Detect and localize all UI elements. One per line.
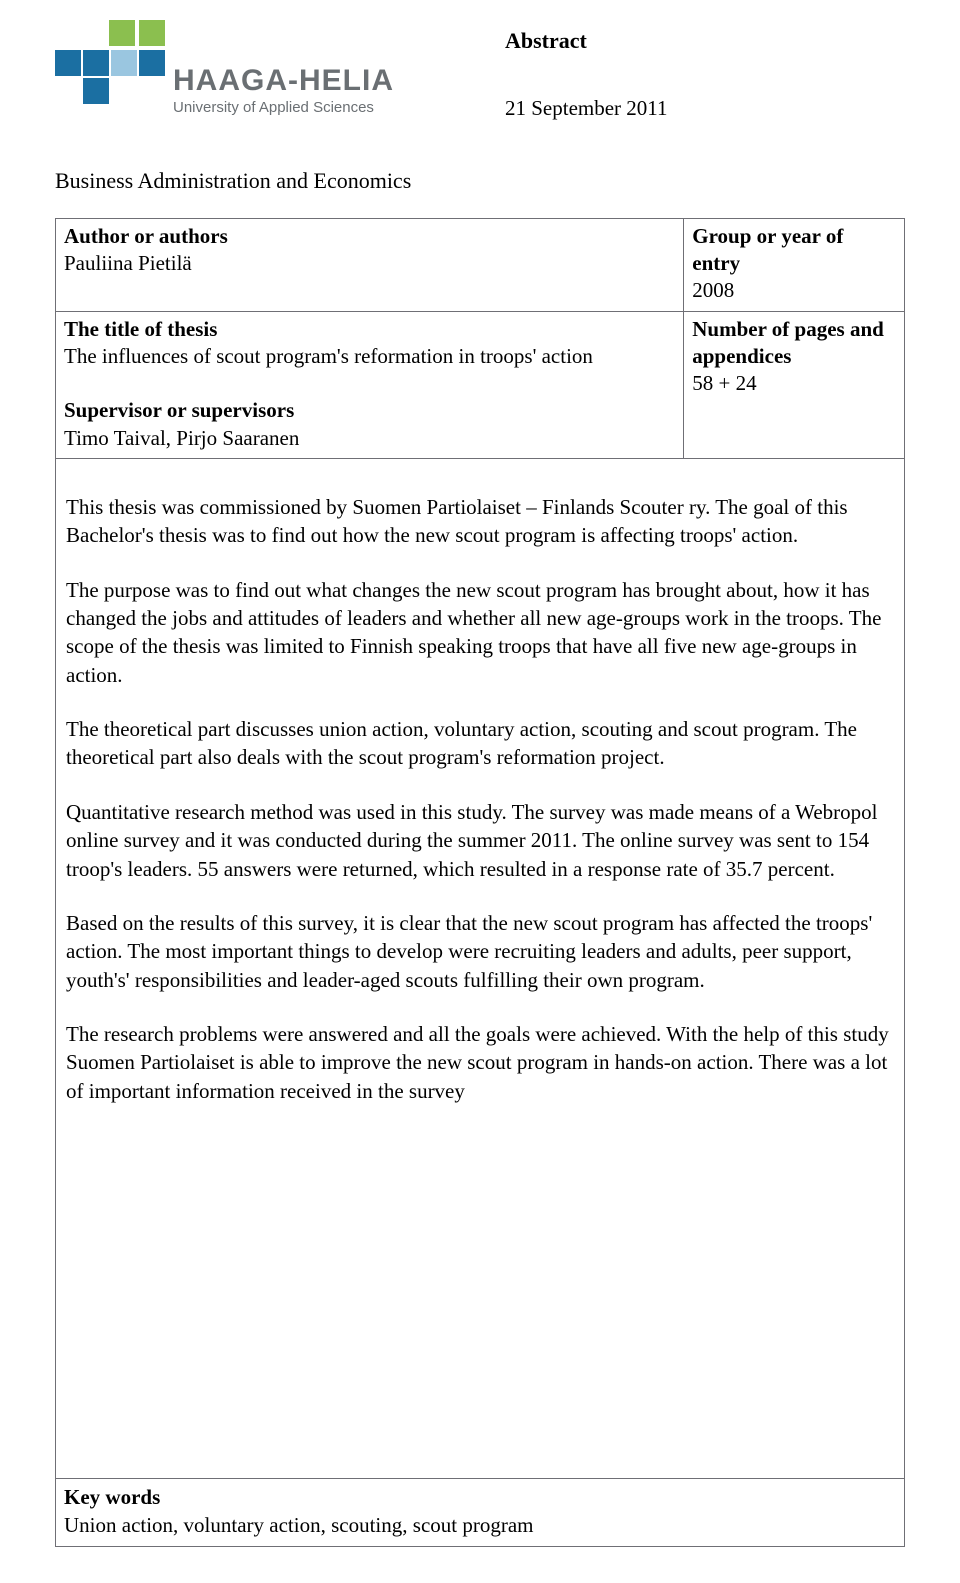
abstract-paragraph: The research problems were answered and … [66,1020,894,1105]
author-name: Pauliina Pietilä [64,251,192,275]
supervisor-names: Timo Taival, Pirjo Saaranen [64,426,299,450]
pages-value: 58 + 24 [692,371,756,395]
svg-text:HAAGA-HELIA: HAAGA-HELIA [173,64,394,97]
page-header: HAAGA-HELIA University of Applied Scienc… [55,20,905,138]
abstract-paragraph: The purpose was to find out what changes… [66,576,894,689]
header-right: Abstract 21 September 2011 [435,20,668,122]
keywords-value: Union action, voluntary action, scouting… [64,1513,534,1537]
keywords-cell: Key words Union action, voluntary action… [55,1479,905,1547]
author-label: Author or authors [64,224,228,248]
abstract-body: This thesis was commissioned by Suomen P… [55,459,905,1479]
logo-block: HAAGA-HELIA University of Applied Scienc… [55,20,435,138]
keywords-label: Key words [64,1485,160,1509]
svg-text:University of Applied Sciences: University of Applied Sciences [173,99,374,116]
department-line: Business Administration and Economics [55,166,905,196]
supervisor-label: Supervisor or supervisors [64,398,294,422]
title-label: The title of thesis [64,317,217,341]
pages-cell: Number of pages and appendices 58 + 24 [684,311,905,458]
abstract-heading: Abstract [505,26,668,56]
haaga-helia-logo: HAAGA-HELIA University of Applied Scienc… [55,20,395,138]
author-cell: Author or authors Pauliina Pietilä [56,218,684,311]
metadata-table: Author or authors Pauliina Pietilä Group… [55,218,905,459]
group-label: Group or year of entry [692,224,843,275]
abstract-paragraph: This thesis was commissioned by Suomen P… [66,493,894,550]
abstract-paragraph: The theoretical part discusses union act… [66,715,894,772]
thesis-title: The influences of scout program's reform… [64,344,593,368]
group-value: 2008 [692,278,734,302]
abstract-paragraph: Based on the results of this survey, it … [66,909,894,994]
abstract-paragraph: Quantitative research method was used in… [66,798,894,883]
pages-label: Number of pages and appendices [692,317,884,368]
document-date: 21 September 2011 [505,94,668,122]
title-supervisor-cell: The title of thesis The influences of sc… [56,311,684,458]
group-cell: Group or year of entry 2008 [684,218,905,311]
